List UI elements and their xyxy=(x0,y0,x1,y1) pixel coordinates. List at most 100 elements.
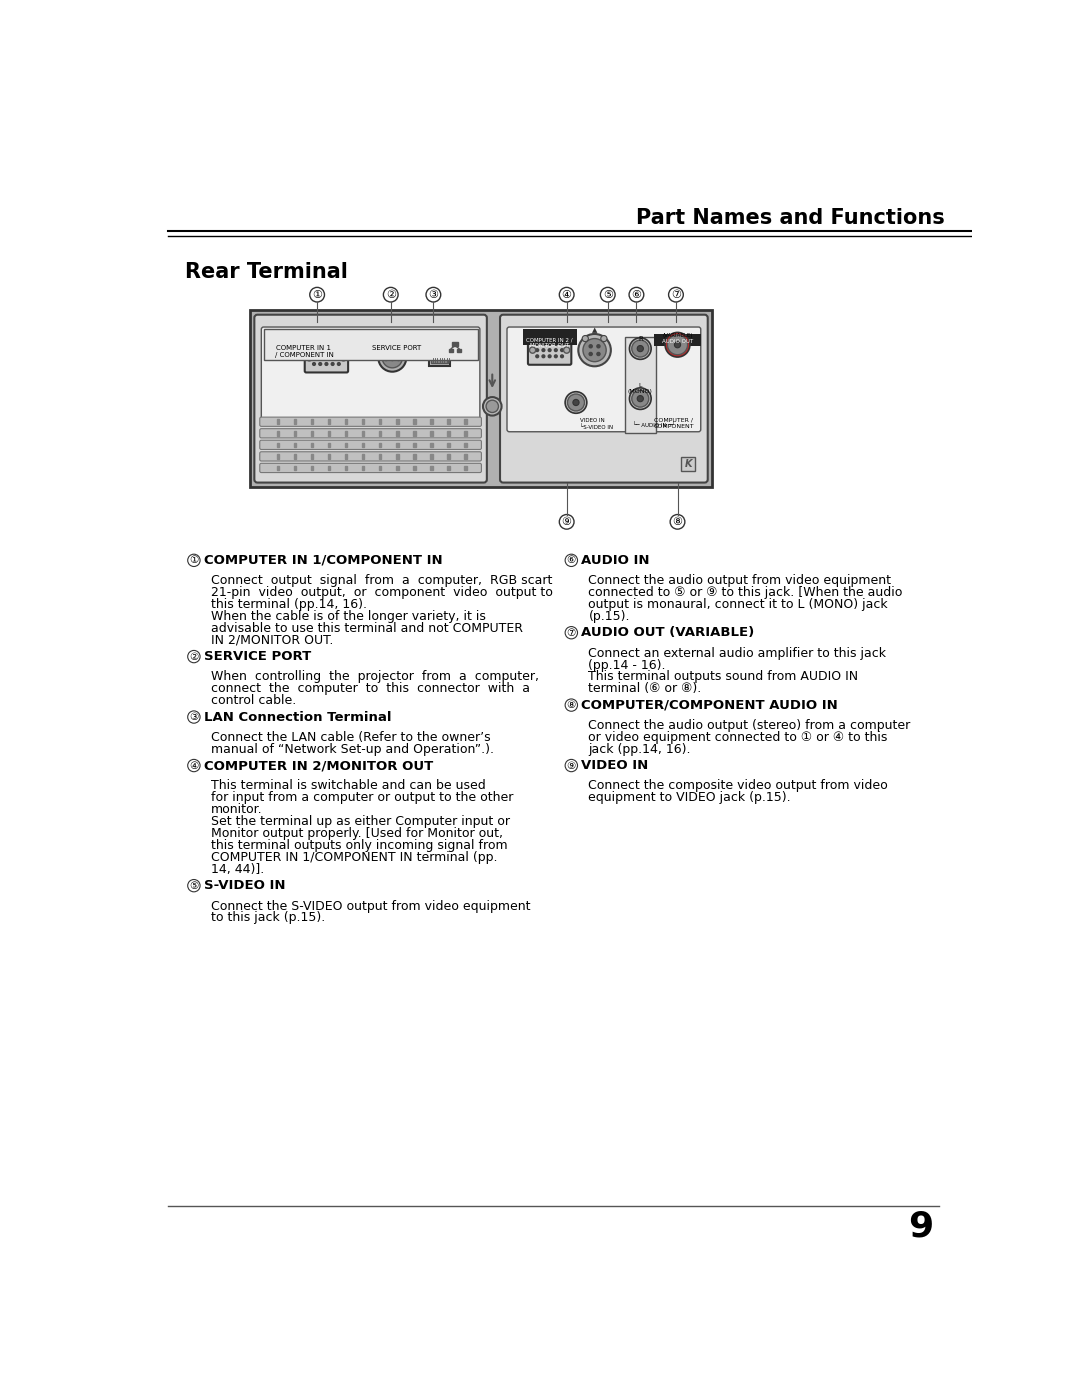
Text: manual of “Network Set-up and Operation”.).: manual of “Network Set-up and Operation”… xyxy=(211,743,494,756)
Bar xyxy=(430,419,433,425)
Bar xyxy=(430,443,433,447)
Bar xyxy=(345,419,348,425)
Bar xyxy=(458,349,461,352)
Circle shape xyxy=(542,355,544,358)
Circle shape xyxy=(378,344,406,372)
Bar xyxy=(414,465,416,471)
Bar xyxy=(328,443,330,447)
Bar xyxy=(414,419,416,425)
Text: SERVICE PORT: SERVICE PORT xyxy=(373,345,421,351)
Text: output is monaural, connect it to L (MONO) jack: output is monaural, connect it to L (MON… xyxy=(589,598,888,610)
Bar xyxy=(362,465,364,471)
Circle shape xyxy=(665,332,690,358)
Text: 14, 44)].: 14, 44)]. xyxy=(211,863,265,876)
Circle shape xyxy=(536,342,539,345)
Bar xyxy=(328,465,330,471)
Circle shape xyxy=(337,363,340,366)
Circle shape xyxy=(590,345,592,348)
FancyBboxPatch shape xyxy=(523,330,577,345)
Circle shape xyxy=(564,346,570,353)
Circle shape xyxy=(597,345,600,348)
Text: ①: ① xyxy=(312,289,322,300)
Bar xyxy=(311,443,313,447)
Text: VIDEO IN: VIDEO IN xyxy=(581,759,649,773)
Bar xyxy=(464,432,467,436)
Bar xyxy=(311,454,313,458)
Bar xyxy=(464,454,467,458)
Text: terminal (⑥ or ⑧).: terminal (⑥ or ⑧). xyxy=(589,682,702,696)
Text: ③: ③ xyxy=(189,712,199,722)
Circle shape xyxy=(391,358,393,360)
Text: └─ AUDIO IN ─┘: └─ AUDIO IN ─┘ xyxy=(633,422,674,427)
Circle shape xyxy=(554,349,557,352)
Circle shape xyxy=(536,355,539,358)
Text: for input from a computer or output to the other: for input from a computer or output to t… xyxy=(211,791,513,805)
Text: advisable to use this terminal and not COMPUTER: advisable to use this terminal and not C… xyxy=(211,622,523,636)
Text: ③: ③ xyxy=(429,289,438,300)
Bar xyxy=(681,457,696,471)
Circle shape xyxy=(536,349,539,352)
Text: equipment to VIDEO jack (p.15).: equipment to VIDEO jack (p.15). xyxy=(589,791,791,805)
Circle shape xyxy=(561,342,564,345)
Text: this terminal outputs only incoming signal from: this terminal outputs only incoming sign… xyxy=(211,840,508,852)
Circle shape xyxy=(332,356,334,359)
Text: SERVICE PORT: SERVICE PORT xyxy=(204,650,311,664)
Bar xyxy=(294,443,296,447)
Bar xyxy=(276,419,279,425)
Text: AUDIO OUT (VARIABLE): AUDIO OUT (VARIABLE) xyxy=(581,626,755,640)
Circle shape xyxy=(319,351,322,353)
FancyBboxPatch shape xyxy=(507,327,701,432)
Text: ⑦: ⑦ xyxy=(671,289,681,300)
Text: K: K xyxy=(685,460,692,469)
Circle shape xyxy=(600,288,616,302)
Text: AUDIO OUT: AUDIO OUT xyxy=(662,339,693,344)
FancyBboxPatch shape xyxy=(625,337,656,433)
Bar xyxy=(396,419,399,425)
Bar xyxy=(345,465,348,471)
Bar xyxy=(345,443,348,447)
Circle shape xyxy=(549,342,551,345)
Bar xyxy=(362,443,364,447)
Bar xyxy=(430,454,433,458)
Bar xyxy=(362,454,364,458)
Text: L
(MONO): L (MONO) xyxy=(627,383,652,394)
Bar xyxy=(451,342,458,345)
Text: ⑨: ⑨ xyxy=(562,517,571,527)
Circle shape xyxy=(319,356,322,359)
Circle shape xyxy=(630,338,651,359)
Bar xyxy=(449,349,453,352)
Bar xyxy=(414,443,416,447)
Circle shape xyxy=(637,395,644,402)
Text: (VARIABLE): (VARIABLE) xyxy=(662,334,692,338)
Circle shape xyxy=(312,356,315,359)
Circle shape xyxy=(549,355,551,358)
Text: ⑧: ⑧ xyxy=(567,700,576,710)
Circle shape xyxy=(486,400,499,412)
Bar xyxy=(311,465,313,471)
Text: Rear Terminal: Rear Terminal xyxy=(186,261,348,282)
Text: ⑨: ⑨ xyxy=(567,760,576,771)
Circle shape xyxy=(542,349,544,352)
Bar xyxy=(294,454,296,458)
Text: When  controlling  the  projector  from  a  computer,: When controlling the projector from a co… xyxy=(211,671,539,683)
Text: COMPUTER IN 2 /
MONITOR OUT: COMPUTER IN 2 / MONITOR OUT xyxy=(526,337,572,348)
FancyBboxPatch shape xyxy=(260,440,482,450)
Text: ⑥: ⑥ xyxy=(567,556,576,566)
Circle shape xyxy=(670,514,685,529)
Circle shape xyxy=(529,346,536,353)
FancyBboxPatch shape xyxy=(429,346,450,366)
Circle shape xyxy=(632,390,649,407)
Bar xyxy=(362,432,364,436)
Text: Connect the S-VIDEO output from video equipment: Connect the S-VIDEO output from video eq… xyxy=(211,900,530,912)
Bar xyxy=(362,419,364,425)
Circle shape xyxy=(337,356,340,359)
Bar xyxy=(328,419,330,425)
Text: COMPUTER/COMPONENT AUDIO IN: COMPUTER/COMPONENT AUDIO IN xyxy=(581,698,838,711)
Text: connect  the  computer  to  this  connector  with  a: connect the computer to this connector w… xyxy=(211,682,530,696)
Text: LAN Connection Terminal: LAN Connection Terminal xyxy=(204,711,391,724)
FancyBboxPatch shape xyxy=(260,429,482,437)
FancyBboxPatch shape xyxy=(260,451,482,461)
Circle shape xyxy=(597,352,600,355)
Bar xyxy=(447,454,449,458)
Text: (p.15).: (p.15). xyxy=(589,610,630,623)
